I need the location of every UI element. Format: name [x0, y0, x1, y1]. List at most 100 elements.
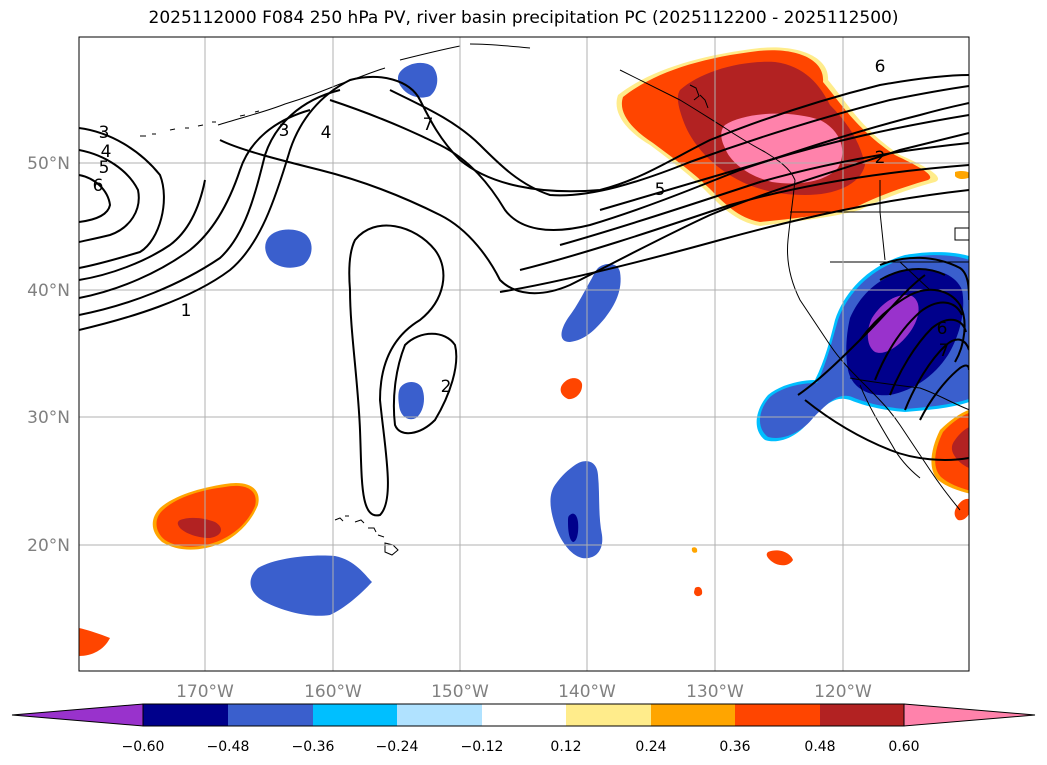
us-west-coast	[787, 179, 961, 511]
colorbar-segment	[313, 704, 397, 726]
precip-positive-small-1	[560, 378, 583, 400]
plot-frame	[78, 36, 970, 672]
lon-label-170w: 170°W	[176, 682, 234, 702]
precip-negative-central-small	[398, 382, 424, 420]
contour-3b	[79, 179, 206, 281]
contour-jet-1	[219, 132, 969, 295]
hawaiian-islands	[334, 515, 399, 556]
colorbar-tick: −0.60	[122, 739, 165, 755]
mexico-border	[849, 377, 969, 411]
contour-cutoff-outer	[348, 224, 445, 517]
contour-label: 5	[655, 180, 666, 200]
colorbar-segment	[651, 704, 735, 726]
colorbar-tick: 0.24	[635, 739, 666, 755]
contour-jet-7	[499, 189, 969, 293]
contour-nw-3	[79, 174, 112, 223]
contour-nw-2	[79, 149, 140, 243]
precip-negative-sw-060	[867, 295, 919, 353]
contour-label: 1	[181, 301, 192, 321]
contour-label: 2	[441, 377, 452, 397]
precip-positive-west-036	[156, 485, 256, 547]
contour-label: 2	[875, 148, 886, 168]
colorbar-extend-low	[11, 703, 144, 727]
lon-axis-labels: 170°W 160°W 150°W 140°W 130°W 120°W	[176, 682, 872, 702]
lat-label-30n: 30°N	[27, 408, 70, 428]
contour-trough-2	[804, 268, 969, 461]
precip-positive-corner-ne	[955, 171, 969, 179]
colorbar-tick: −0.48	[207, 739, 250, 755]
colorbar-extend-high	[903, 703, 1036, 727]
lon-label-130w: 130°W	[686, 682, 744, 702]
lon-label-120w: 120°W	[814, 682, 872, 702]
contour-label: 3	[99, 123, 110, 143]
precip-positive-edge-west	[79, 628, 110, 656]
contour-3	[79, 109, 311, 299]
precip-positive-west-048	[177, 517, 222, 538]
colorbar-tick: −0.12	[461, 739, 504, 755]
contour-label: 4	[101, 142, 112, 162]
contour-labels: 3 4 5 6 3 4 7 1 2 5 6 2 6 7	[93, 57, 950, 397]
haida-gwaii	[689, 84, 709, 109]
gridlines	[79, 37, 969, 671]
lat-axis-labels: 20°N 30°N 40°N 50°N	[27, 154, 70, 556]
contour-trough-5	[889, 318, 967, 396]
contour-jet-2	[329, 99, 969, 231]
contour-label: 6	[937, 319, 948, 339]
lat-label-50n: 50°N	[27, 154, 70, 174]
contour-trough-6	[904, 338, 969, 411]
contour-label: 6	[875, 57, 886, 77]
lon-label-150w: 150°W	[431, 682, 489, 702]
colorbar-segment	[735, 704, 820, 726]
precip-positive-se-small	[954, 498, 969, 521]
lon-label-140w: 140°W	[558, 682, 616, 702]
contour-trough-4	[874, 301, 963, 381]
precip-positive-small-3	[694, 586, 703, 597]
lon-label-160w: 160°W	[304, 682, 362, 702]
colorbar-tick-labels: −0.60 −0.48 −0.36 −0.24 −0.12 0.12 0.24 …	[122, 739, 920, 755]
colorbar-tick: 0.60	[888, 739, 919, 755]
colorbar-segment	[397, 704, 482, 726]
colorbar-tick: 0.36	[719, 739, 750, 755]
precip-negative-aleutian	[397, 62, 438, 98]
contour-trough-3	[859, 288, 966, 363]
lat-label-40n: 40°N	[27, 281, 70, 301]
contour-label: 4	[321, 123, 332, 143]
contour-label: 3	[279, 121, 290, 141]
contour-label: 7	[939, 341, 950, 361]
colorbar	[11, 703, 1036, 727]
contour-label: 7	[423, 115, 434, 135]
colorbar-tick: −0.36	[292, 739, 335, 755]
precip-negative-subtropical-core	[568, 513, 579, 542]
map-title: 2025112000 F084 250 hPa PV, river basin …	[148, 8, 899, 28]
contour-jet-5	[559, 142, 969, 246]
precip-negative-north-pacific	[265, 229, 312, 268]
precip-negative-mid-pacific	[561, 263, 621, 342]
precip-negative-subtropical	[550, 461, 603, 559]
colorbar-segment	[820, 704, 904, 726]
contour-nw-1	[79, 127, 165, 269]
precip-positive-small-4	[691, 547, 698, 553]
precip-positive-se-036	[935, 412, 969, 491]
contour-jet-3	[389, 85, 969, 197]
contour-label: 5	[99, 158, 110, 178]
colorbar-segment	[228, 704, 313, 726]
alaska-coast	[217, 43, 531, 126]
colorbar-tick: −0.24	[376, 739, 419, 755]
state-lines	[830, 180, 969, 291]
lat-label-20n: 20°N	[27, 536, 70, 556]
contour-cutoff-inner	[392, 332, 458, 435]
contour-1	[79, 74, 969, 331]
colorbar-segment	[566, 704, 651, 726]
colorbar-segment	[482, 704, 566, 726]
precip-negative-hawaii-east	[250, 555, 372, 616]
colorbar-tick: 0.12	[550, 739, 581, 755]
baja-peninsula	[859, 384, 921, 479]
colorbar-frame	[142, 703, 905, 727]
contour-trough-7	[919, 364, 969, 421]
precip-positive-small-2	[766, 550, 793, 566]
colorbar-segment	[143, 704, 228, 726]
colorbar-tick: 0.48	[804, 739, 835, 755]
aleutian-islands	[140, 110, 260, 137]
contour-label: 6	[93, 176, 104, 196]
